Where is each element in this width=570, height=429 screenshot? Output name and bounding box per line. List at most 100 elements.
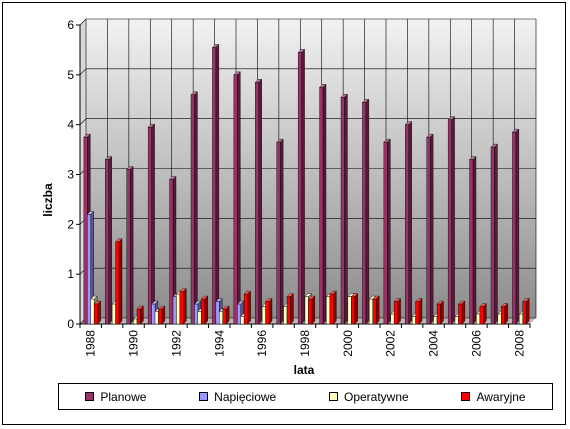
bar-awaryjne — [393, 301, 398, 325]
y-tick-label: 4 — [67, 118, 74, 132]
x-tick-label: 1988 — [84, 330, 98, 357]
bar-planowe — [362, 102, 367, 325]
bar-side-planowe — [344, 93, 348, 325]
bar-awaryjne — [243, 293, 248, 325]
bar-operatywne — [369, 298, 373, 325]
x-tick-label: 2004 — [427, 330, 441, 357]
bar-planowe — [276, 141, 281, 325]
bar-operatywne — [283, 306, 288, 325]
bar-side-planowe — [129, 166, 134, 325]
legend-label: Planowe — [100, 389, 147, 404]
bar-awaryjne — [351, 296, 355, 325]
bar-awaryjne — [522, 301, 527, 325]
bar-side-planowe — [408, 121, 412, 325]
x-tick-label: 1992 — [169, 330, 183, 357]
legend-item-napi-ciowe: Napięciowe — [199, 390, 276, 404]
bar-side-awaryjne — [290, 293, 294, 325]
bar-side-planowe — [215, 43, 220, 325]
x-tick-label: 1996 — [255, 330, 269, 357]
bar-side-awaryjne — [397, 298, 401, 325]
legend-swatch — [85, 392, 95, 401]
bar-operatywne — [154, 311, 159, 325]
bar-awaryjne — [136, 308, 141, 325]
bar-napi-ciowe — [194, 303, 199, 325]
bar-side-planowe — [279, 138, 284, 325]
x-tick-label: 2000 — [341, 330, 355, 357]
bar-side-awaryjne — [183, 288, 187, 325]
bar-operatywne — [433, 316, 438, 325]
bar-side-planowe — [151, 123, 155, 325]
bar-planowe — [469, 159, 474, 325]
bar-planowe — [233, 74, 238, 325]
bar-planowe — [105, 159, 109, 325]
y-tick-label: 0 — [67, 317, 74, 331]
bar-side-awaryjne — [204, 295, 208, 325]
bar-planowe — [147, 126, 152, 325]
bar-operatywne — [519, 313, 523, 325]
bar-napi-ciowe — [87, 214, 91, 325]
bar-side-awaryjne — [247, 290, 251, 325]
bar-planowe — [212, 47, 217, 325]
y-tick-label: 5 — [67, 68, 74, 82]
bar-side-planowe — [451, 116, 455, 325]
x-tick-label: 2008 — [512, 330, 526, 357]
bar-awaryjne — [329, 293, 334, 325]
bar-side-awaryjne — [418, 298, 423, 325]
x-tick-label: 1990 — [127, 330, 141, 357]
bar-side-planowe — [494, 143, 498, 325]
bar-side-planowe — [387, 138, 391, 325]
bar-planowe — [447, 119, 452, 325]
bar-side-awaryjne — [311, 295, 316, 325]
bar-planowe — [255, 82, 259, 325]
y-axis-label: liczba — [41, 183, 55, 217]
gridline-horizontal — [79, 118, 536, 125]
bar-planowe — [512, 131, 517, 325]
bar-operatywne — [219, 311, 223, 325]
y-tick-label: 2 — [67, 217, 74, 231]
bar-planowe — [83, 136, 88, 325]
bar-planowe — [340, 97, 345, 325]
bar-operatywne — [111, 303, 116, 325]
legend-swatch — [461, 392, 471, 401]
bar-awaryjne — [501, 306, 505, 325]
bar-awaryjne — [179, 291, 184, 325]
legend-item-planowe: Planowe — [85, 390, 146, 404]
bar-side-awaryjne — [268, 298, 273, 325]
bar-side-planowe — [322, 83, 327, 325]
bar-side-planowe — [515, 128, 520, 325]
bar-side-awaryjne — [354, 293, 358, 325]
bar-awaryjne — [436, 303, 441, 325]
bar-side-planowe — [365, 98, 370, 325]
bar-side-awaryjne — [461, 300, 466, 325]
bar-awaryjne — [158, 308, 163, 325]
bar-awaryjne — [286, 296, 291, 325]
bar-awaryjne — [115, 241, 120, 325]
legend-swatch — [328, 392, 338, 401]
bar-side-planowe — [108, 156, 112, 325]
bar-awaryjne — [93, 303, 98, 325]
bar-side-planowe — [237, 71, 241, 325]
bar-planowe — [190, 94, 195, 325]
bar-side-planowe — [301, 48, 305, 325]
bar-napi-ciowe — [215, 301, 220, 325]
bar-operatywne — [176, 293, 181, 325]
bar-side-awaryjne — [504, 303, 508, 325]
legend-label: Napięciowe — [214, 389, 277, 404]
x-tick-label: 1998 — [298, 330, 312, 357]
y-tick-label: 3 — [67, 168, 74, 182]
bar-awaryjne — [222, 308, 227, 325]
bar-awaryjne — [479, 306, 484, 325]
bar-operatywne — [411, 316, 416, 325]
bar-operatywne — [326, 296, 331, 325]
x-axis-label: lata — [294, 363, 315, 377]
bar-awaryjne — [308, 298, 313, 325]
bar-awaryjne — [458, 303, 463, 325]
bar-operatywne — [454, 316, 459, 325]
bar-operatywne — [240, 316, 245, 325]
bar-awaryjne — [201, 298, 205, 325]
bar-planowe — [426, 136, 431, 325]
bar-planowe — [319, 87, 324, 325]
bar-napi-ciowe — [237, 303, 241, 325]
bar-planowe — [297, 52, 302, 325]
